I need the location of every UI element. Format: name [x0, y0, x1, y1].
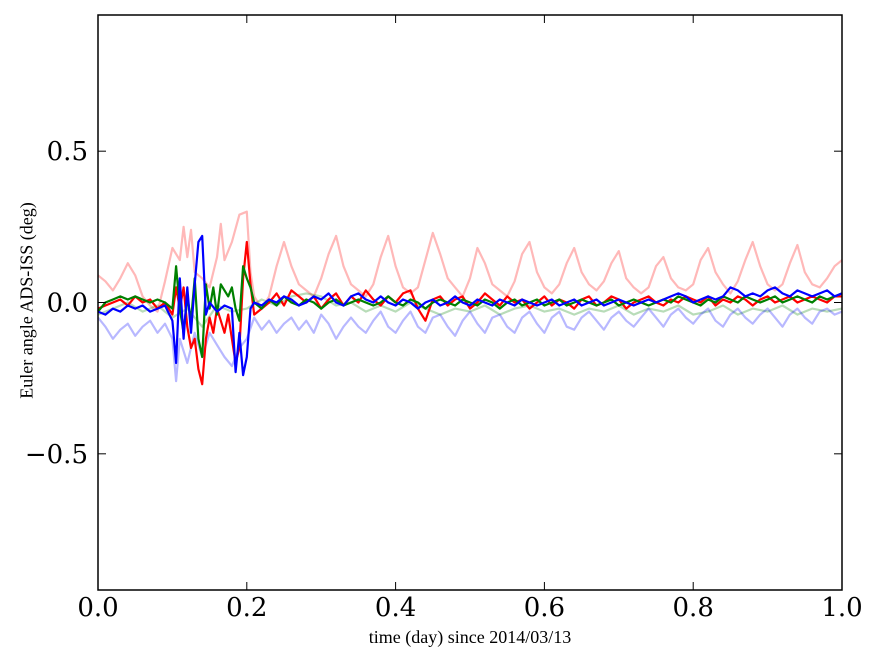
series-line-3: [97, 307, 843, 383]
y-tick-label: −0.5: [25, 440, 88, 470]
x-tick-label: 0.8: [673, 593, 714, 623]
x-tick-label: 1.0: [821, 593, 862, 623]
x-tick-label: 0.0: [77, 593, 118, 623]
series-line-1: [97, 210, 843, 313]
y-tick-label: 0.5: [47, 137, 88, 167]
y-tick-label: 0.0: [47, 289, 88, 319]
x-axis-label: time (day) since 2014/03/13: [369, 627, 571, 648]
x-tick-label: 0.4: [375, 593, 416, 623]
series-line-6: [97, 234, 843, 377]
x-tick-label: 0.2: [226, 593, 267, 623]
x-tick-label: 0.6: [524, 593, 565, 623]
tick-layer: 0.0 0.2 0.4 0.6 0.8 1.0 0.5 0.0 −0.5: [25, 15, 863, 623]
series-layer: [97, 210, 843, 386]
series-line-5: [97, 265, 843, 359]
y-axis-label: Euler angle ADS-ISS (deg): [16, 202, 37, 398]
series-line-4: [97, 240, 842, 386]
